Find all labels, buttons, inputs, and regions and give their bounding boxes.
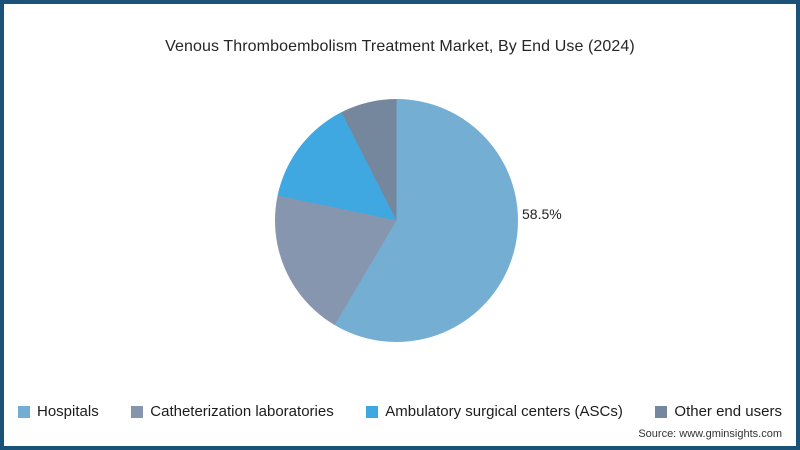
legend-swatch-hospitals <box>18 405 30 418</box>
chart-legend: Hospitals Catheterization laboratories A… <box>4 403 796 420</box>
legend-swatch-other-end-users <box>655 405 668 418</box>
chart-title: Venous Thromboembolism Treatment Market,… <box>165 38 635 55</box>
legend-item-hospitals: Hospitals <box>18 403 99 420</box>
legend-item-other-end-users: Other end users <box>655 403 782 420</box>
legend-label-ambulatory-surgical-centers: Ambulatory surgical centers (ASCs) <box>385 403 623 420</box>
legend-item-catheterization-laboratories: Catheterization laboratories <box>131 403 334 420</box>
legend-swatch-catheterization-laboratories <box>131 405 144 418</box>
legend-label-catheterization-laboratories: Catheterization laboratories <box>150 403 334 420</box>
legend-item-ambulatory-surgical-centers: Ambulatory surgical centers (ASCs) <box>366 403 623 420</box>
pie-chart <box>275 99 518 342</box>
legend-swatch-ambulatory-surgical-centers <box>366 405 379 418</box>
legend-label-hospitals: Hospitals <box>37 403 99 420</box>
hospitals-slice-data-label: 58.5% <box>522 206 562 222</box>
legend-label-other-end-users: Other end users <box>674 403 782 420</box>
source-attribution: Source: www.gminsights.com <box>638 428 782 440</box>
